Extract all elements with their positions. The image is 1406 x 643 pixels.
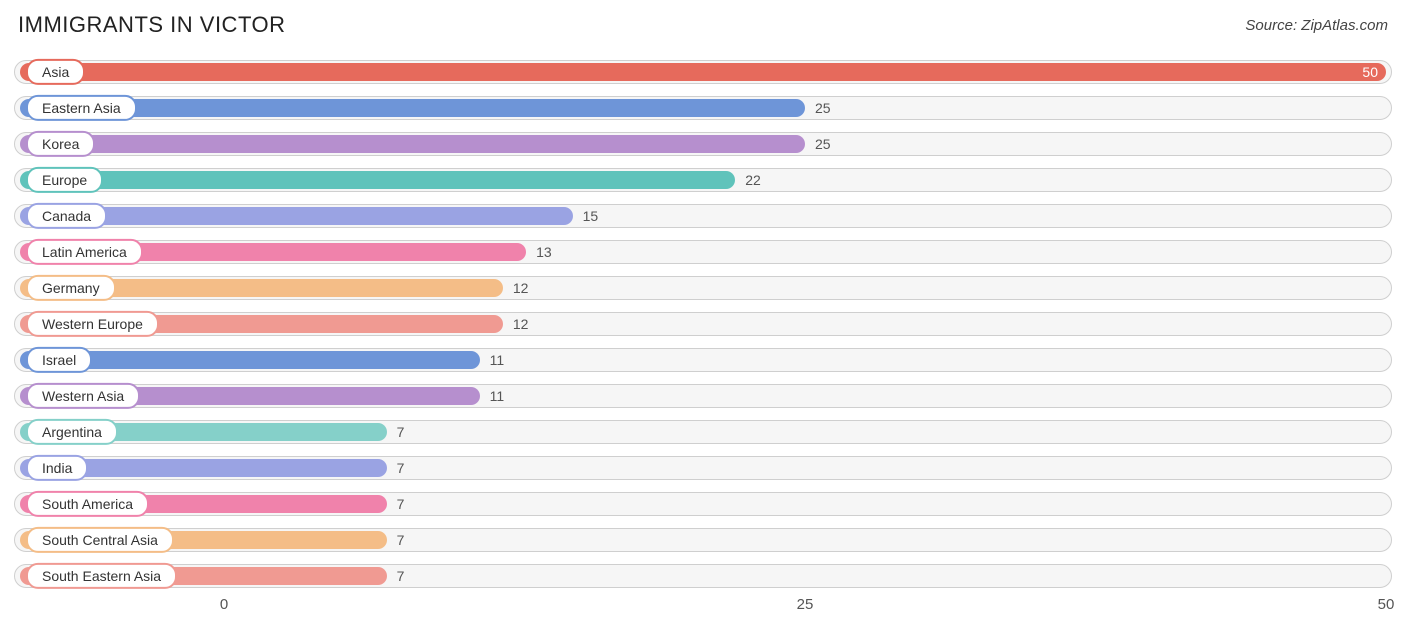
bar-row: South Central Asia 7	[14, 524, 1392, 556]
bar-value: 25	[815, 100, 831, 116]
bar-fill	[20, 171, 735, 189]
chart-source: Source: ZipAtlas.com	[1245, 17, 1388, 34]
chart-title: IMMIGRANTS IN VICTOR	[18, 12, 286, 38]
bar-label-pill: South Eastern Asia	[26, 563, 177, 589]
bar-row: Asia 50	[14, 56, 1392, 88]
bar-label-pill: Canada	[26, 203, 107, 229]
bar-row: Eastern Asia 25	[14, 92, 1392, 124]
bar-row: Europe 22	[14, 164, 1392, 196]
bar-label-pill: Asia	[26, 59, 85, 85]
bar-label-pill: Israel	[26, 347, 92, 373]
source-prefix: Source:	[1245, 17, 1301, 34]
bar-label-pill: Western Asia	[26, 383, 140, 409]
bar-row: Canada 15	[14, 200, 1392, 232]
chart-header: IMMIGRANTS IN VICTOR Source: ZipAtlas.co…	[14, 12, 1392, 38]
bar-row: Latin America 13	[14, 236, 1392, 268]
bar-row: Korea 25	[14, 128, 1392, 160]
source-name: ZipAtlas.com	[1301, 17, 1388, 34]
bar-label-pill: South America	[26, 491, 149, 517]
bar-fill	[20, 99, 805, 117]
bar-value: 11	[490, 352, 505, 368]
bar-value: 22	[745, 172, 761, 188]
bar-value: 12	[513, 316, 529, 332]
bar-label-pill: India	[26, 455, 88, 481]
bar-label-pill: Germany	[26, 275, 116, 301]
bar-label-pill: Western Europe	[26, 311, 159, 337]
bar-label-pill: Argentina	[26, 419, 118, 445]
bar-chart: Asia 50 Eastern Asia 25 Korea 25 Europe 22 Canad…	[14, 56, 1392, 592]
bar-value: 7	[397, 424, 405, 440]
bar-label-pill: Latin America	[26, 239, 143, 265]
bar-label-pill: Eastern Asia	[26, 95, 137, 121]
bar-label-pill: Korea	[26, 131, 95, 157]
bar-value: 13	[536, 244, 552, 260]
bar-value: 7	[397, 460, 405, 476]
x-axis-tick: 0	[220, 596, 228, 613]
bar-row: Western Europe 12	[14, 308, 1392, 340]
bar-value: 11	[490, 388, 505, 404]
bar-row: Argentina 7	[14, 416, 1392, 448]
bar-value: 12	[513, 280, 529, 296]
bar-row: India 7	[14, 452, 1392, 484]
bar-row: Germany 12	[14, 272, 1392, 304]
bar-value: 25	[815, 136, 831, 152]
x-axis-tick: 50	[1378, 596, 1395, 613]
bar-label-pill: Europe	[26, 167, 103, 193]
bar-value: 7	[397, 568, 405, 584]
bar-fill	[20, 63, 1386, 81]
x-axis: 0 25 50	[14, 596, 1392, 620]
bar-row: South America 7	[14, 488, 1392, 520]
bar-row: Israel 11	[14, 344, 1392, 376]
bar-row: Western Asia 11	[14, 380, 1392, 412]
bar-value: 50	[1362, 64, 1378, 80]
bar-value: 7	[397, 532, 405, 548]
bar-row: South Eastern Asia 7	[14, 560, 1392, 592]
bar-value: 15	[583, 208, 599, 224]
bar-fill	[20, 135, 805, 153]
bar-label-pill: South Central Asia	[26, 527, 174, 553]
x-axis-tick: 25	[797, 596, 814, 613]
bar-value: 7	[397, 496, 405, 512]
